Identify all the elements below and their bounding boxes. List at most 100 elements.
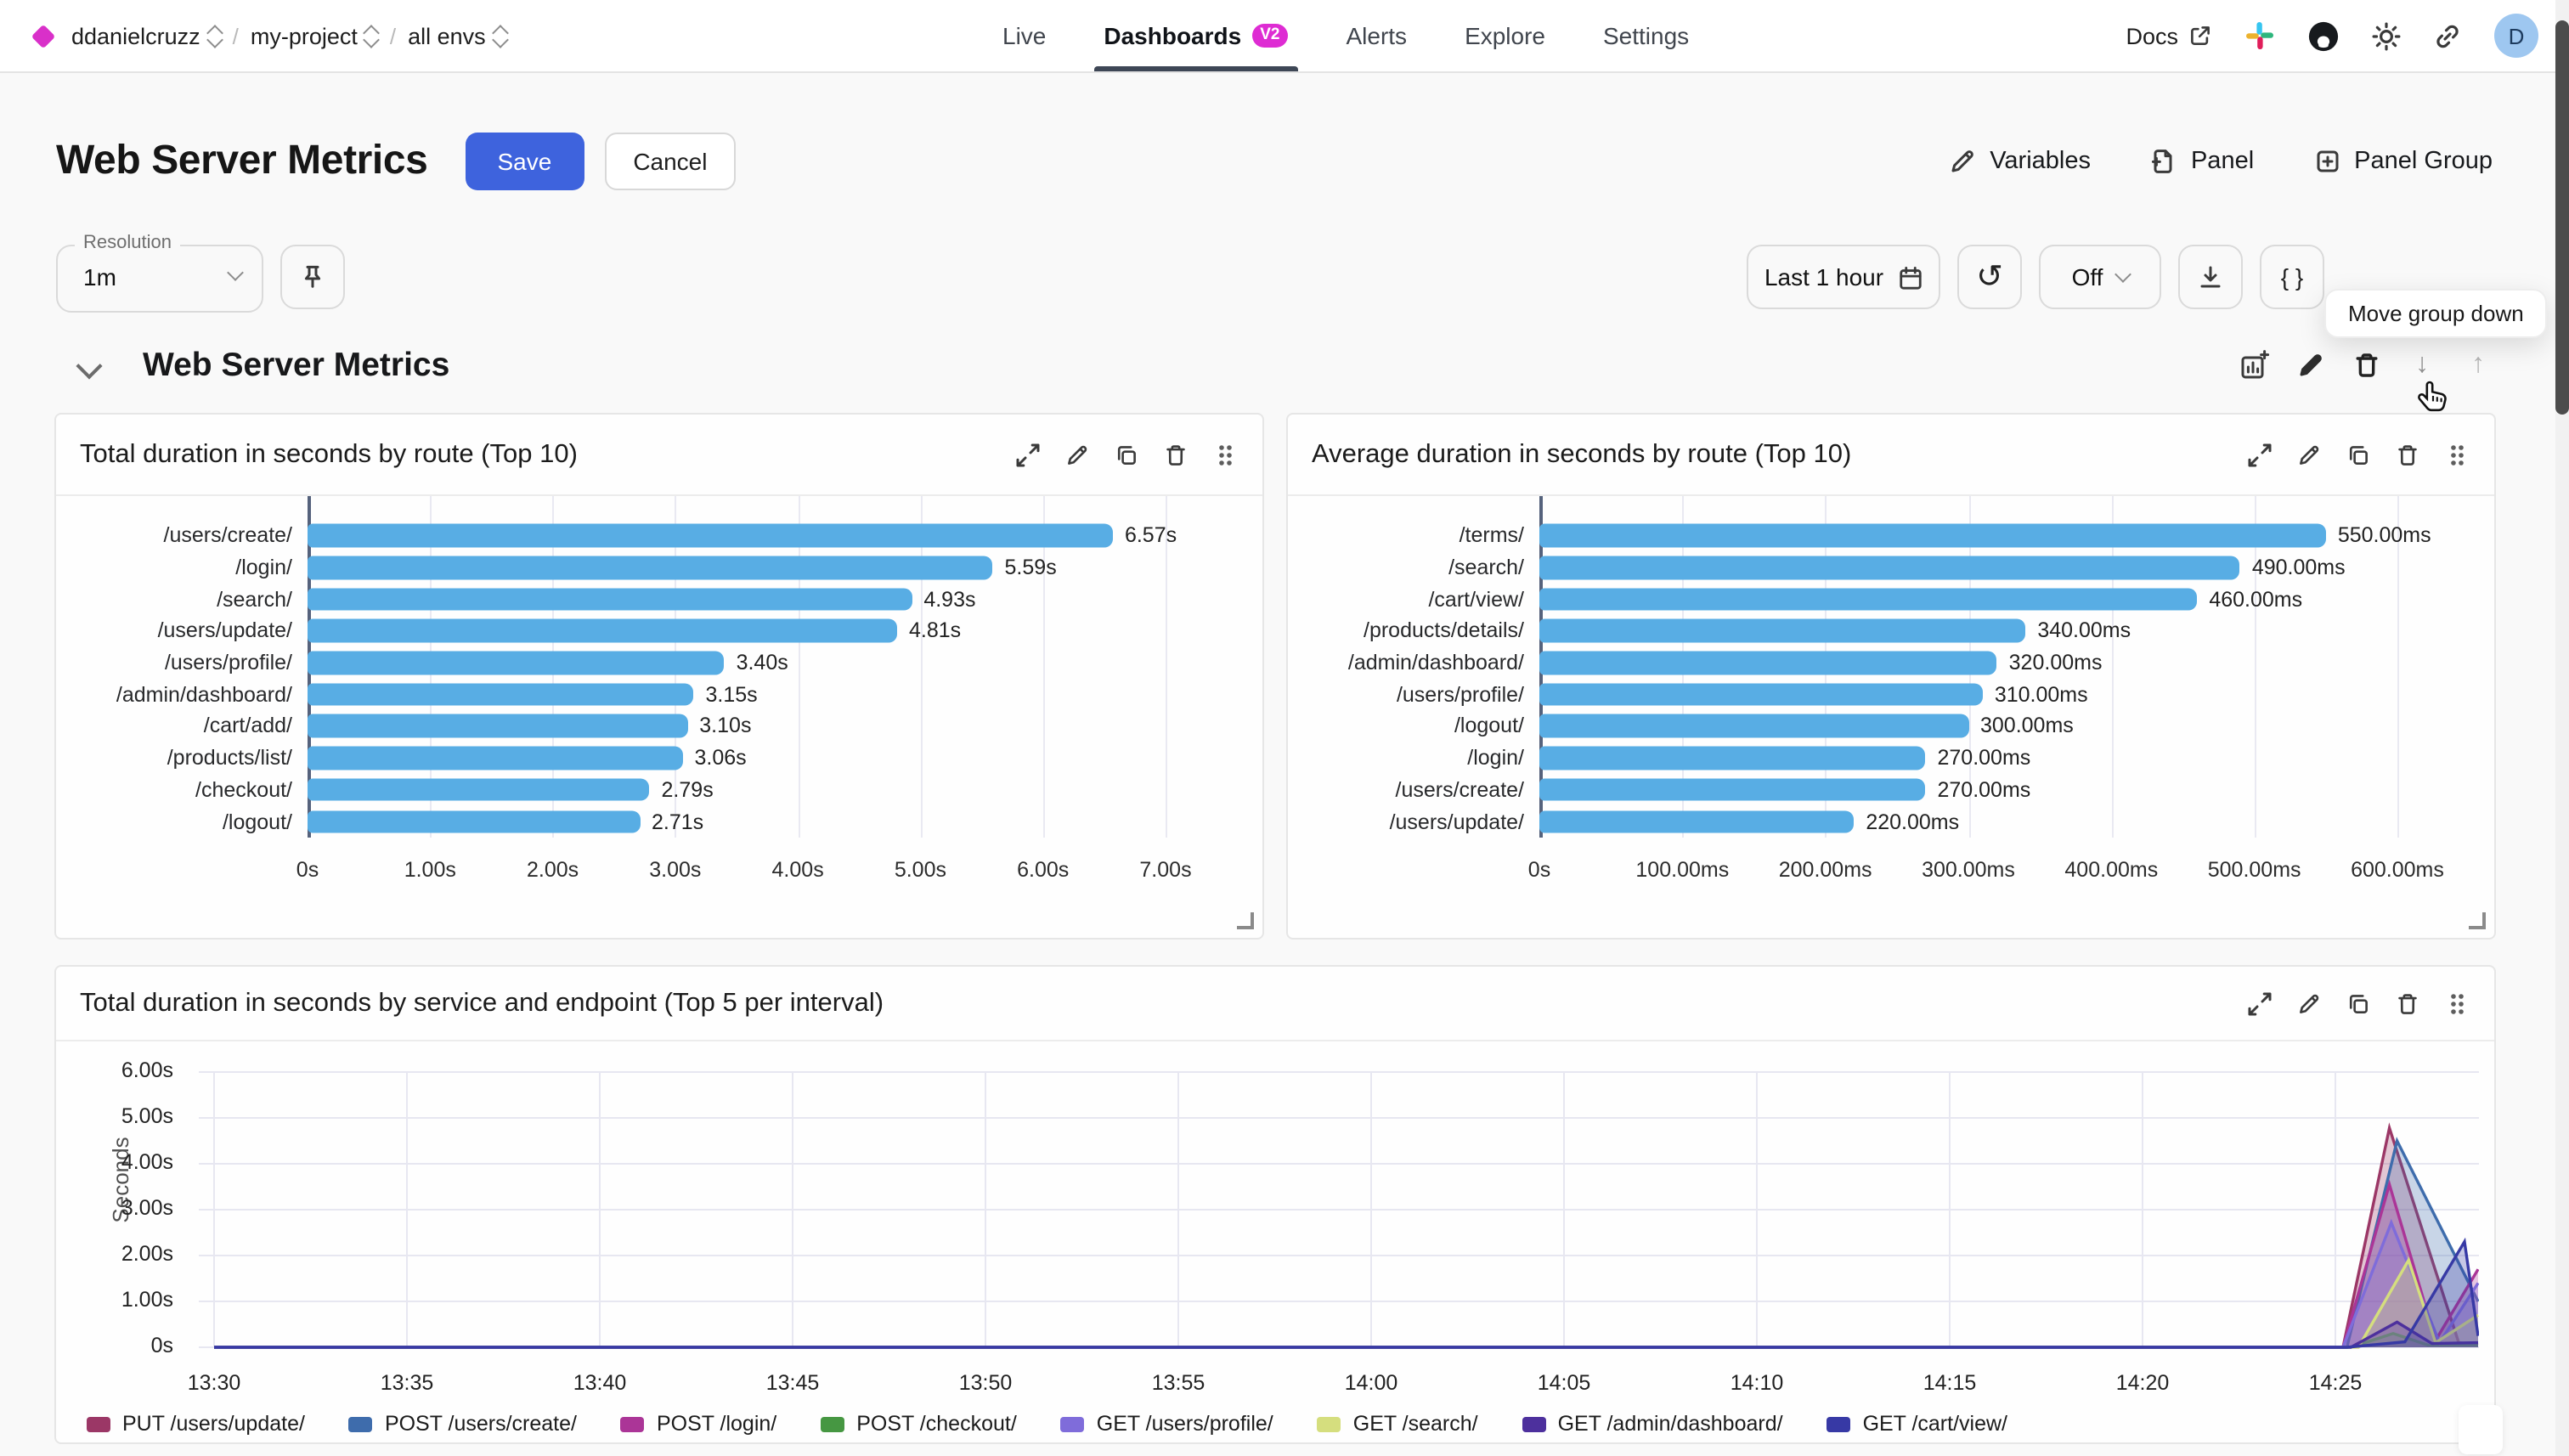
bar[interactable] — [1539, 714, 1968, 737]
cancel-button[interactable]: Cancel — [604, 133, 736, 190]
breadcrumb-project[interactable]: my-project — [251, 23, 378, 48]
bar[interactable] — [308, 810, 640, 833]
github-icon[interactable] — [2307, 20, 2340, 52]
bar[interactable] — [1539, 747, 1926, 770]
bar[interactable] — [308, 524, 1113, 547]
bar[interactable] — [1539, 810, 1854, 833]
series-area — [214, 1222, 2478, 1347]
add-panel-button[interactable]: Panel — [2150, 148, 2254, 175]
edit-panel-button[interactable] — [2295, 990, 2323, 1017]
breadcrumb-org[interactable]: ddanielcruzz — [71, 23, 221, 48]
edit-panel-button[interactable] — [1064, 441, 1091, 468]
legend-item[interactable]: GET /cart/view/ — [1827, 1412, 2007, 1436]
legend-item[interactable]: PUT /users/update/ — [87, 1412, 305, 1436]
delete-group-button[interactable] — [2350, 349, 2382, 381]
legend-item[interactable]: GET /admin/dashboard/ — [1522, 1412, 1783, 1436]
legend-item[interactable]: POST /users/create/ — [349, 1412, 577, 1436]
resize-handle[interactable] — [1237, 912, 1254, 929]
legend-item[interactable]: POST /login/ — [621, 1412, 776, 1436]
bar[interactable] — [308, 778, 650, 801]
resize-handle[interactable] — [2469, 912, 2486, 929]
refresh-icon: ↺ — [1976, 261, 2003, 293]
bar[interactable] — [1539, 778, 1926, 801]
auto-refresh-select[interactable]: Off — [2039, 245, 2161, 309]
bar-track: 460.00ms — [1539, 584, 2494, 615]
legend-item[interactable]: GET /users/profile/ — [1061, 1412, 1273, 1436]
breadcrumb-separator: / — [390, 23, 396, 48]
bar[interactable] — [308, 683, 694, 706]
bar-plot: /terms/550.00ms/search/490.00ms/cart/vie… — [1288, 496, 2494, 838]
add-panel-group-button[interactable]: Panel Group — [2313, 148, 2493, 175]
bar-category-label: /users/create/ — [1288, 778, 1539, 802]
bar[interactable] — [308, 652, 725, 674]
delete-panel-button[interactable] — [2394, 990, 2421, 1017]
copy-icon — [2346, 991, 2370, 1015]
legend-item[interactable]: POST /checkout/ — [821, 1412, 1017, 1436]
slack-icon[interactable] — [2244, 20, 2275, 51]
download-button[interactable] — [2178, 245, 2243, 309]
docs-link[interactable]: Docs — [2126, 23, 2212, 48]
save-button[interactable]: Save — [465, 133, 584, 190]
bar[interactable] — [308, 556, 993, 579]
edit-group-button[interactable] — [2294, 349, 2326, 381]
breadcrumb-env[interactable]: all envs — [408, 23, 506, 48]
pin-button[interactable] — [280, 245, 345, 309]
time-range-button[interactable]: Last 1 hour — [1747, 245, 1940, 309]
x-axis-tick-label: 13:35 — [381, 1371, 434, 1395]
bar-track: 490.00ms — [1539, 551, 2494, 583]
duplicate-panel-button[interactable] — [1113, 441, 1140, 468]
legend-swatch — [1827, 1416, 1851, 1431]
panel-total-duration-by-route: Total duration in seconds by route (Top … — [54, 413, 1264, 940]
delete-panel-button[interactable] — [1162, 441, 1189, 468]
drag-handle[interactable] — [2443, 990, 2470, 1017]
tab-dashboards[interactable]: DashboardsV2 — [1100, 0, 1291, 71]
drag-handle[interactable] — [2443, 441, 2470, 468]
expand-panel-button[interactable] — [2246, 441, 2273, 468]
bar-row: /terms/550.00ms — [1288, 520, 2494, 551]
tab-settings[interactable]: Settings — [1600, 0, 1692, 71]
axis-tick-label: 7.00s — [1139, 858, 1191, 882]
expand-panel-button[interactable] — [1014, 441, 1042, 468]
bar[interactable] — [308, 588, 912, 611]
add-chart-button[interactable] — [2238, 349, 2270, 381]
bar[interactable] — [1539, 652, 1997, 674]
scrollbar-thumb[interactable] — [2555, 20, 2569, 415]
duplicate-panel-button[interactable] — [2345, 441, 2372, 468]
bar[interactable] — [1539, 556, 2240, 579]
legend-item[interactable]: GET /search/ — [1318, 1412, 1478, 1436]
tab-alerts[interactable]: Alerts — [1342, 0, 1410, 71]
refresh-button[interactable]: ↺ — [1957, 245, 2022, 309]
bar[interactable] — [308, 619, 897, 642]
duplicate-panel-button[interactable] — [2345, 990, 2372, 1017]
bar[interactable] — [308, 747, 683, 770]
bar[interactable] — [1539, 588, 2197, 611]
bar[interactable] — [308, 714, 687, 737]
bar[interactable] — [1539, 524, 2326, 547]
tab-live[interactable]: Live — [999, 0, 1049, 71]
avatar[interactable]: D — [2494, 14, 2538, 58]
trash-icon — [2396, 443, 2419, 466]
brand-diamond-icon — [31, 24, 56, 48]
json-config-button[interactable]: { } — [2260, 245, 2324, 309]
tab-explore[interactable]: Explore — [1461, 0, 1549, 71]
bar[interactable] — [1539, 619, 2025, 642]
series-line — [214, 1322, 2478, 1347]
bar-value-label: 3.06s — [695, 746, 747, 770]
sun-icon[interactable] — [2372, 21, 2401, 50]
variables-button[interactable]: Variables — [1949, 148, 2091, 175]
expand-panel-button[interactable] — [2246, 990, 2273, 1017]
axis-tick-label: 1.00s — [404, 858, 456, 882]
resolution-select[interactable]: Resolution 1m — [56, 245, 263, 313]
axis-tick-label: 5.00s — [895, 858, 946, 882]
bar-value-label: 300.00ms — [1980, 714, 2074, 738]
edit-panel-button[interactable] — [2295, 441, 2323, 468]
bar-value-label: 5.59s — [1005, 556, 1057, 579]
bar-value-label: 4.81s — [909, 619, 961, 643]
bar[interactable] — [1539, 683, 1983, 706]
area-chart[interactable] — [199, 1058, 2479, 1361]
delete-panel-button[interactable] — [2394, 441, 2421, 468]
move-group-up-button[interactable]: ↑ — [2462, 349, 2494, 381]
collapse-chevron-icon[interactable] — [76, 352, 102, 378]
drag-handle[interactable] — [1211, 441, 1239, 468]
link-icon[interactable] — [2433, 21, 2462, 50]
